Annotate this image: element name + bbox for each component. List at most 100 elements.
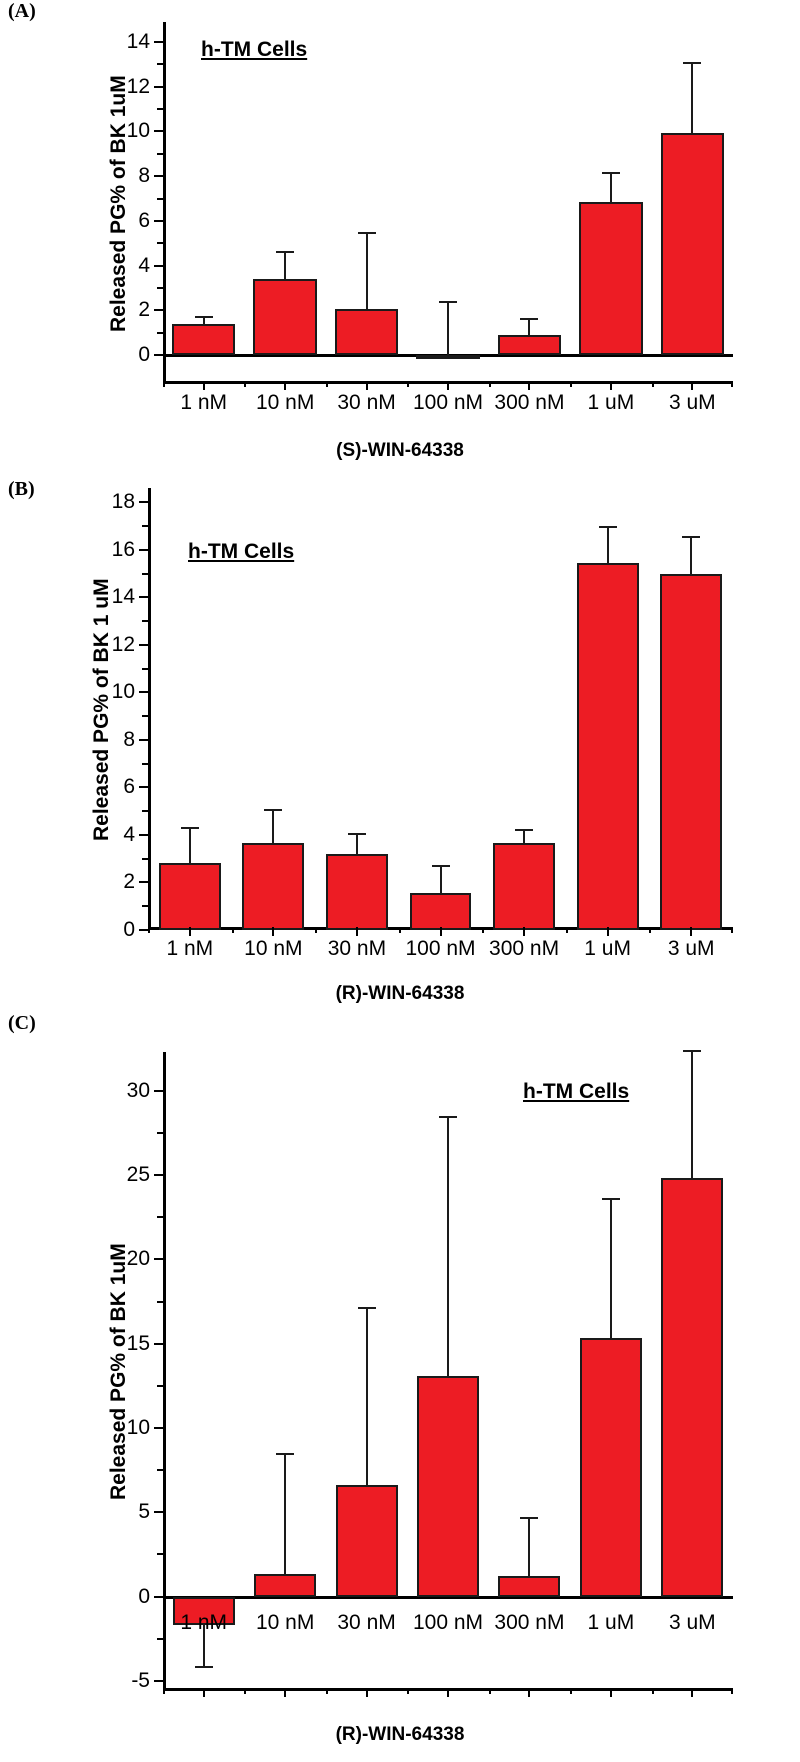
y-tick [154,1089,163,1092]
y-axis-line [163,22,166,384]
x-tick [609,1688,612,1697]
error-bar-cap [431,864,450,867]
error-bar-cap [520,318,539,321]
x-tick-label: 1 nM [180,391,228,414]
x-tick-minor [651,1688,654,1694]
error-bar-cap [598,526,617,529]
error-bar-cap [520,1517,539,1520]
x-tick-minor [565,927,568,933]
x-tick-label: 30 nM [327,937,387,960]
y-tick [154,175,163,178]
x-tick-minor [148,927,150,933]
bar [326,853,388,930]
error-bar-cap [683,1050,702,1053]
y-tick-minor [157,1131,163,1134]
error-bar-stem [447,1116,449,1376]
y-tick [139,596,148,599]
y-tick-minor [142,667,148,670]
x-tick [202,381,205,390]
bar [158,863,221,930]
x-tick [284,1688,287,1697]
x-tick [284,381,287,390]
x-tick [202,1688,205,1697]
x-tick-label: 300 nM [494,1610,565,1634]
error-bar-stem [691,62,694,133]
error-bar-cap [357,232,376,235]
x-tick [528,381,531,390]
error-bar-stem [284,251,287,279]
bar [660,573,723,930]
x-tick-minor [244,381,247,387]
x-tick [690,927,693,936]
x-tick-minor [570,381,573,387]
x-tick-minor [482,927,485,933]
x-tick-label: 1 uM [587,1610,635,1634]
y-tick-label: 20 [126,1247,150,1271]
y-tick-label: 10 [126,1415,150,1439]
x-tick [609,381,612,390]
y-tick-label: 6 [138,208,150,232]
panel-a: (A) 0 2 4 6 8 10 12 14 1 nM 10 nM 30 nM 100 nM 300 n… [0,0,800,470]
y-tick [139,881,148,884]
y-tick [154,1342,163,1345]
panel-b-plot: 0 2 4 6 8 10 12 14 16 18 1 nM 10 nM 30 nM 100 nM 300 n… [112,488,733,960]
y-tick-label: 0 [138,342,150,366]
error-bar-cap [264,808,283,811]
bar [493,843,555,930]
x-tick-label: 300 nM [494,391,565,414]
y-tick-minor [157,108,163,111]
error-bar-stem [202,1625,205,1666]
error-bar-cap [515,829,534,831]
error-bar-cap [682,535,701,538]
panel-b-annotation: h-TM Cells [188,540,295,563]
x-tick-label: 100 nM [405,937,476,960]
y-tick-minor [157,1469,163,1472]
x-tick-label: 100 nM [412,1610,484,1634]
y-tick [154,1258,163,1261]
bar [417,1375,479,1597]
x-tick-label: 1 uM [584,937,631,960]
panel-b-x-axis-title: (R)-WIN-64338 [335,983,465,1004]
bar [172,1596,235,1626]
y-tick-label: 0 [123,918,135,941]
x-tick-minor [398,927,401,933]
error-bar-cap [439,1116,457,1119]
x-tick-minor [649,927,652,933]
error-bar-stem [609,171,612,202]
y-tick [154,309,163,312]
y-tick-minor [157,197,163,200]
y-tick-label: 8 [123,727,135,751]
y-tick [154,85,163,88]
x-tick-label: 300 nM [489,937,560,960]
x-tick-minor [488,381,491,387]
y-tick-label: 12 [111,632,135,656]
y-tick-label: 14 [111,585,135,609]
y-tick-label: 16 [111,537,135,561]
y-tick-label: 5 [138,1500,150,1524]
y-tick-label: 8 [138,164,150,188]
x-tick [691,1688,694,1697]
x-tick [188,927,191,936]
y-tick [154,264,163,267]
bar [497,334,562,355]
y-tick-minor [142,620,148,623]
bar [660,132,725,355]
y-tick [139,548,148,551]
x-tick [355,927,358,936]
y-tick-label: 10 [126,119,150,143]
x-tick-minor [407,381,410,387]
x-tick [365,381,368,390]
error-bar-stem [188,826,191,864]
error-bar-stem [528,1517,531,1577]
y-tick-minor [157,242,163,245]
x-tick [272,927,275,936]
x-tick-minor [231,927,234,933]
panel-b: (B) 0 2 4 6 8 10 12 14 16 18 1 nM 10 nM 30 nM 100 nM 3… [0,478,800,1004]
bar [579,201,643,355]
x-tick-label: 10 nM [255,391,315,414]
x-tick-minor [731,381,733,387]
y-tick-minor [142,857,148,860]
y-tick-minor [157,1553,163,1556]
error-bar-cap [601,171,620,174]
bar [416,354,480,359]
